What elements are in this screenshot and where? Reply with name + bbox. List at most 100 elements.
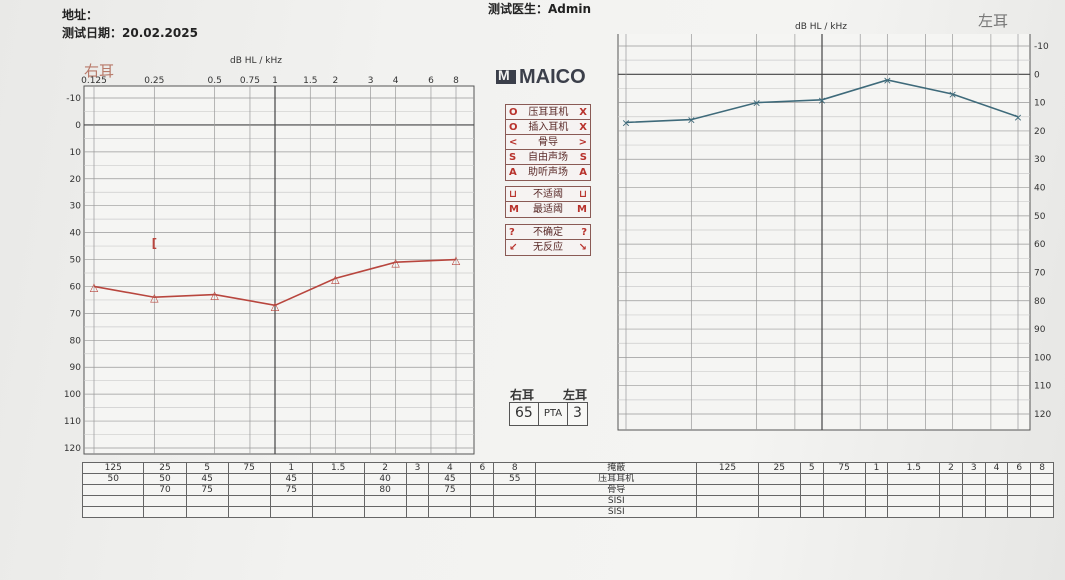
legend-symbol: S <box>509 152 517 163</box>
legend-label: 插入耳机 <box>528 122 569 133</box>
table-cell <box>470 484 495 496</box>
legend-item: < 骨导 > <box>506 135 590 150</box>
table-cell <box>470 495 495 507</box>
table-cell <box>143 506 187 518</box>
x-tick-label: 1.5 <box>303 76 317 86</box>
legend-symbol: O <box>509 107 518 118</box>
table-cell <box>696 506 759 518</box>
y-tick-label: 20 <box>70 175 82 185</box>
table-cell: 6 <box>470 462 495 474</box>
table-cell <box>81 506 145 518</box>
y-tick-label: 80 <box>70 336 82 346</box>
table-cell: 55 <box>493 473 537 485</box>
table-cell <box>81 495 145 507</box>
table-cell <box>864 495 889 507</box>
legend-item: ↙ 无反应 ↘ <box>506 240 590 255</box>
data-point: △ <box>90 280 99 293</box>
series-line <box>625 79 1019 124</box>
threshold-table: 125 25 5 75 1 1.5 2 3 4 6 8 掩蔽 125 25 5 75 1 1.5 2 3 4 6 8 50 50… <box>81 462 1054 518</box>
pta-right-label: 右耳 <box>510 388 535 402</box>
y-tick-label: -10 <box>1034 42 1049 52</box>
table-cell <box>887 473 941 485</box>
table-cell <box>227 473 271 485</box>
data-point: × <box>883 74 892 87</box>
x-tick-label: 0.75 <box>240 76 260 86</box>
table-cell <box>822 484 866 496</box>
y-tick-label: 10 <box>70 148 82 158</box>
legend-label: 不适阈 <box>533 189 563 200</box>
table-cell: 50 <box>143 473 187 485</box>
table-cell: 50 <box>81 473 145 485</box>
table-cell <box>1030 495 1054 507</box>
table-row-label: 骨导 <box>535 484 698 496</box>
table-cell <box>939 495 963 507</box>
y-tick-label: 60 <box>70 282 82 292</box>
table-cell: 5 <box>185 462 229 474</box>
table-cell <box>1007 506 1032 518</box>
table-cell <box>405 473 430 485</box>
table-cell <box>143 495 187 507</box>
data-point: × <box>817 94 826 107</box>
table-row-label: SISI <box>535 495 698 507</box>
legend-symbol: X <box>579 107 587 118</box>
table-cell <box>311 473 365 485</box>
table-cell <box>961 495 986 507</box>
table-cell <box>961 484 986 496</box>
y-tick-label: 100 <box>1034 353 1051 363</box>
legend-label: 助听声场 <box>528 167 568 178</box>
legend-symbol: ? <box>509 227 515 238</box>
pta-label: PTA <box>539 403 569 425</box>
annotation-marker: [ <box>152 236 157 250</box>
x-tick-label: 0.5 <box>208 76 222 86</box>
table-cell <box>405 495 430 507</box>
table-row: SISI <box>81 506 1054 518</box>
table-cell: 45 <box>269 473 313 485</box>
legend-symbol: ↘ <box>578 242 587 253</box>
right-ear-title: 右耳 <box>84 62 115 80</box>
address-label: 地址： <box>62 8 99 22</box>
table-cell <box>961 473 986 485</box>
legend-item: M 最适阈 M <box>506 202 590 217</box>
table-cell <box>887 484 941 496</box>
legend-label: 最适阈 <box>533 204 563 215</box>
y-tick-label: 80 <box>1034 297 1046 307</box>
table-cell <box>428 506 472 518</box>
table-cell: 1.5 <box>887 462 941 474</box>
x-tick-label: 1 <box>272 76 278 86</box>
table-cell <box>864 484 889 496</box>
table-cell <box>81 484 145 496</box>
table-cell <box>822 473 866 485</box>
table-cell: 25 <box>757 462 801 474</box>
left-ear-title: 左耳 <box>978 12 1009 30</box>
table-cell <box>799 484 824 496</box>
legend-symbol: < <box>509 137 518 148</box>
table-cell <box>1007 484 1032 496</box>
table-cell: 75 <box>227 462 271 474</box>
data-point: △ <box>271 299 280 312</box>
legend-label: 骨导 <box>538 137 558 148</box>
table-cell <box>311 484 365 496</box>
y-tick-label: 0 <box>1034 70 1040 80</box>
y-tick-label: 120 <box>1034 410 1051 420</box>
table-cell: 75 <box>428 484 472 496</box>
table-cell: 75 <box>185 484 229 496</box>
legend-symbol: S <box>579 152 587 163</box>
table-cell <box>939 473 963 485</box>
table-cell <box>984 506 1009 518</box>
test-date: 测试日期：20.02.2025 <box>62 26 198 40</box>
table-cell: 45 <box>185 473 229 485</box>
test-doctor: 测试医生：Admin <box>488 2 592 16</box>
table-cell <box>984 495 1009 507</box>
legend-item: O 压耳耳机 X <box>506 105 590 120</box>
table-cell: 1 <box>269 462 313 474</box>
y-tick-label: 100 <box>64 390 81 400</box>
table-cell: 3 <box>961 462 986 474</box>
table-cell <box>757 506 801 518</box>
x-tick-label: 3 <box>368 76 374 86</box>
legend-item: ⊔ 不适阈 ⊔ <box>506 187 590 202</box>
pta-left-label: 左耳 <box>563 388 588 402</box>
y-tick-label: 120 <box>64 444 81 454</box>
table-cell: 25 <box>143 462 187 474</box>
data-point: × <box>621 116 630 129</box>
symbol-legend-mid: ⊔ 不适阈 ⊔ M 最适阈 M <box>505 186 591 218</box>
